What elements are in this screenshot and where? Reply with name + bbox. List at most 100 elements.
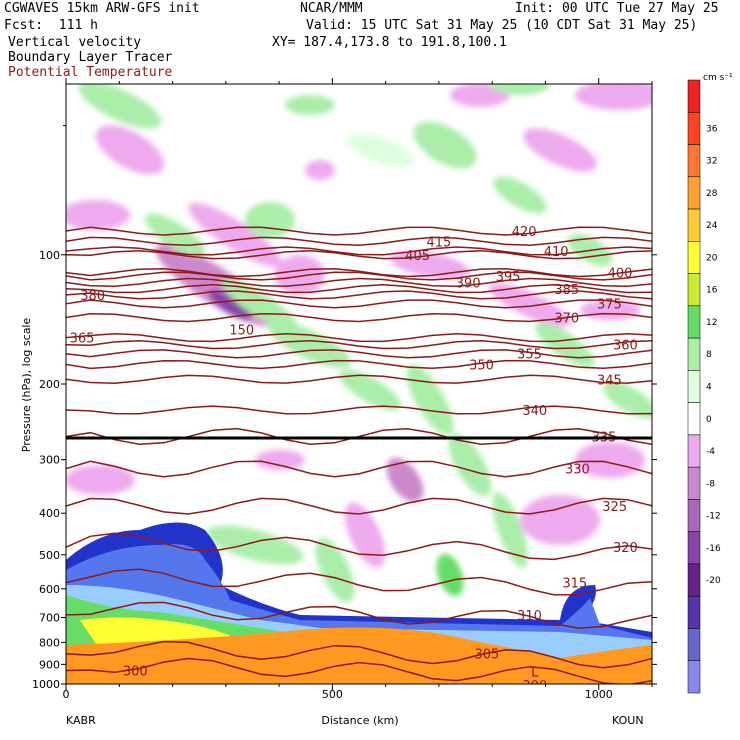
colorbar-level: -20 — [706, 576, 721, 586]
theta-label: 355 — [517, 348, 542, 363]
forecast-hour: Fcst: 111 h — [4, 18, 98, 33]
theta-label: 365 — [70, 332, 95, 347]
colorbar-swatch — [687, 466, 701, 500]
theta-label: 405 — [405, 249, 430, 264]
theta-contour — [66, 268, 652, 278]
valid-time: Valid: 15 UTC Sat 31 May 25 (10 CDT Sat … — [306, 18, 698, 33]
theta-contour — [66, 277, 652, 288]
colorbar-level: 36 — [706, 124, 718, 134]
theta-contour — [66, 332, 652, 343]
x-tick-label: 500 — [322, 688, 343, 701]
theta-contour — [66, 374, 652, 384]
colorbar-units: cm s⁻¹ — [703, 73, 733, 83]
theta-label: 320 — [613, 541, 638, 556]
x-tick-label: 1000 — [585, 688, 613, 701]
model-title: CGWAVES 15km ARW-GFS init — [4, 1, 200, 16]
theta-contour — [66, 349, 652, 359]
colorbar-level: 32 — [706, 157, 717, 167]
y-tick-label: 1000 — [32, 678, 60, 691]
colorbar-swatch — [687, 402, 701, 436]
theta-label: 360 — [613, 339, 638, 354]
theta-contour — [66, 250, 652, 260]
theta-contour — [66, 284, 652, 294]
field-boundary-layer-tracer: Boundary Layer Tracer — [8, 50, 173, 65]
colorbar-level: 24 — [706, 221, 718, 231]
colorbar: 36 32 28 24 20 16 12 8 4 0 -4 -8 -12 -16 -20 — [687, 79, 721, 694]
theta-label: 400 — [608, 267, 633, 282]
theta-label: 305 — [474, 648, 499, 663]
theta-contour — [66, 460, 652, 478]
theta-contour — [66, 312, 652, 323]
x-tick-label: 0 — [63, 688, 70, 701]
colorbar-swatch — [687, 144, 701, 178]
theta-contour — [66, 290, 652, 300]
y-tick-label: 300 — [39, 454, 60, 467]
theta-label: 390 — [456, 276, 481, 291]
theta-label: 395 — [496, 270, 521, 285]
colorbar-level: -8 — [706, 479, 715, 489]
colorbar-level: 28 — [706, 189, 718, 199]
colorbar-level: 16 — [706, 286, 718, 296]
colorbar-swatch — [687, 273, 701, 307]
colorbar-swatch — [687, 499, 701, 532]
colorbar-swatch — [687, 79, 701, 113]
colorbar-level: -4 — [706, 447, 715, 457]
theta-label: 370 — [554, 312, 579, 327]
endpoint-left: KABR — [66, 714, 96, 727]
theta-label: 380 — [80, 289, 105, 304]
terrain-low-label: L — [531, 665, 539, 680]
theta-contour — [66, 246, 652, 256]
cross-section-coords: XY= 187.4,173.8 to 191.8,100.1 — [272, 35, 507, 50]
endpoint-right: KOUN — [612, 714, 644, 727]
colorbar-swatch — [687, 305, 701, 339]
theta-contour — [66, 657, 652, 684]
colorbar-swatch — [687, 531, 701, 565]
y-axis-label: Pressure (hPa), log scale — [20, 318, 33, 453]
theta-contour — [66, 568, 652, 596]
y-tick-label: 600 — [39, 583, 60, 596]
theta-label: 415 — [426, 235, 451, 250]
theta-contour — [66, 236, 652, 246]
theta-contour — [66, 405, 652, 415]
theta-label: 385 — [554, 283, 579, 298]
tropopause-label: 150 — [229, 323, 254, 338]
theta-contour — [66, 299, 652, 309]
init-time: Init: 00 UTC Tue 27 May 25 — [515, 1, 719, 16]
theta-label: 315 — [562, 576, 587, 591]
y-tick-label: 800 — [39, 636, 60, 649]
colorbar-swatch — [687, 241, 701, 274]
y-tick-label: 500 — [39, 549, 60, 562]
colorbar-swatch — [687, 370, 701, 403]
theta-label: 300 — [123, 664, 148, 679]
y-tick-label: 700 — [39, 612, 60, 625]
theta-contour — [66, 226, 652, 236]
vertical-velocity-field — [66, 84, 652, 603]
y-tick-label: 900 — [39, 658, 60, 671]
center-label: NCAR/MMM — [300, 1, 363, 16]
colorbar-swatch — [687, 628, 701, 661]
colorbar-swatch — [687, 595, 701, 629]
theta-contour — [66, 339, 652, 350]
theta-label: 345 — [597, 373, 622, 388]
colorbar-swatch — [687, 563, 701, 597]
colorbar-swatch — [687, 337, 701, 371]
theta-contour — [66, 640, 652, 669]
terrain-low-value: 300 — [522, 679, 547, 694]
y-tick-label: 200 — [39, 378, 60, 391]
theta-label: 420 — [512, 225, 537, 240]
theta-contour — [66, 532, 652, 561]
theta-contour — [66, 359, 652, 370]
colorbar-level: 0 — [706, 415, 712, 425]
field-potential-temperature: Potential Temperature — [8, 65, 173, 80]
colorbar-level: -16 — [706, 544, 721, 554]
colorbar-level: -12 — [706, 512, 721, 522]
theta-label: 325 — [602, 500, 627, 515]
y-tick-label: 400 — [39, 507, 60, 520]
colorbar-level: 20 — [706, 253, 718, 263]
colorbar-swatch — [687, 112, 701, 145]
theta-label: 350 — [469, 358, 494, 373]
theta-label: 310 — [517, 609, 542, 624]
theta-contour — [66, 601, 652, 629]
colorbar-level: 4 — [706, 383, 712, 393]
